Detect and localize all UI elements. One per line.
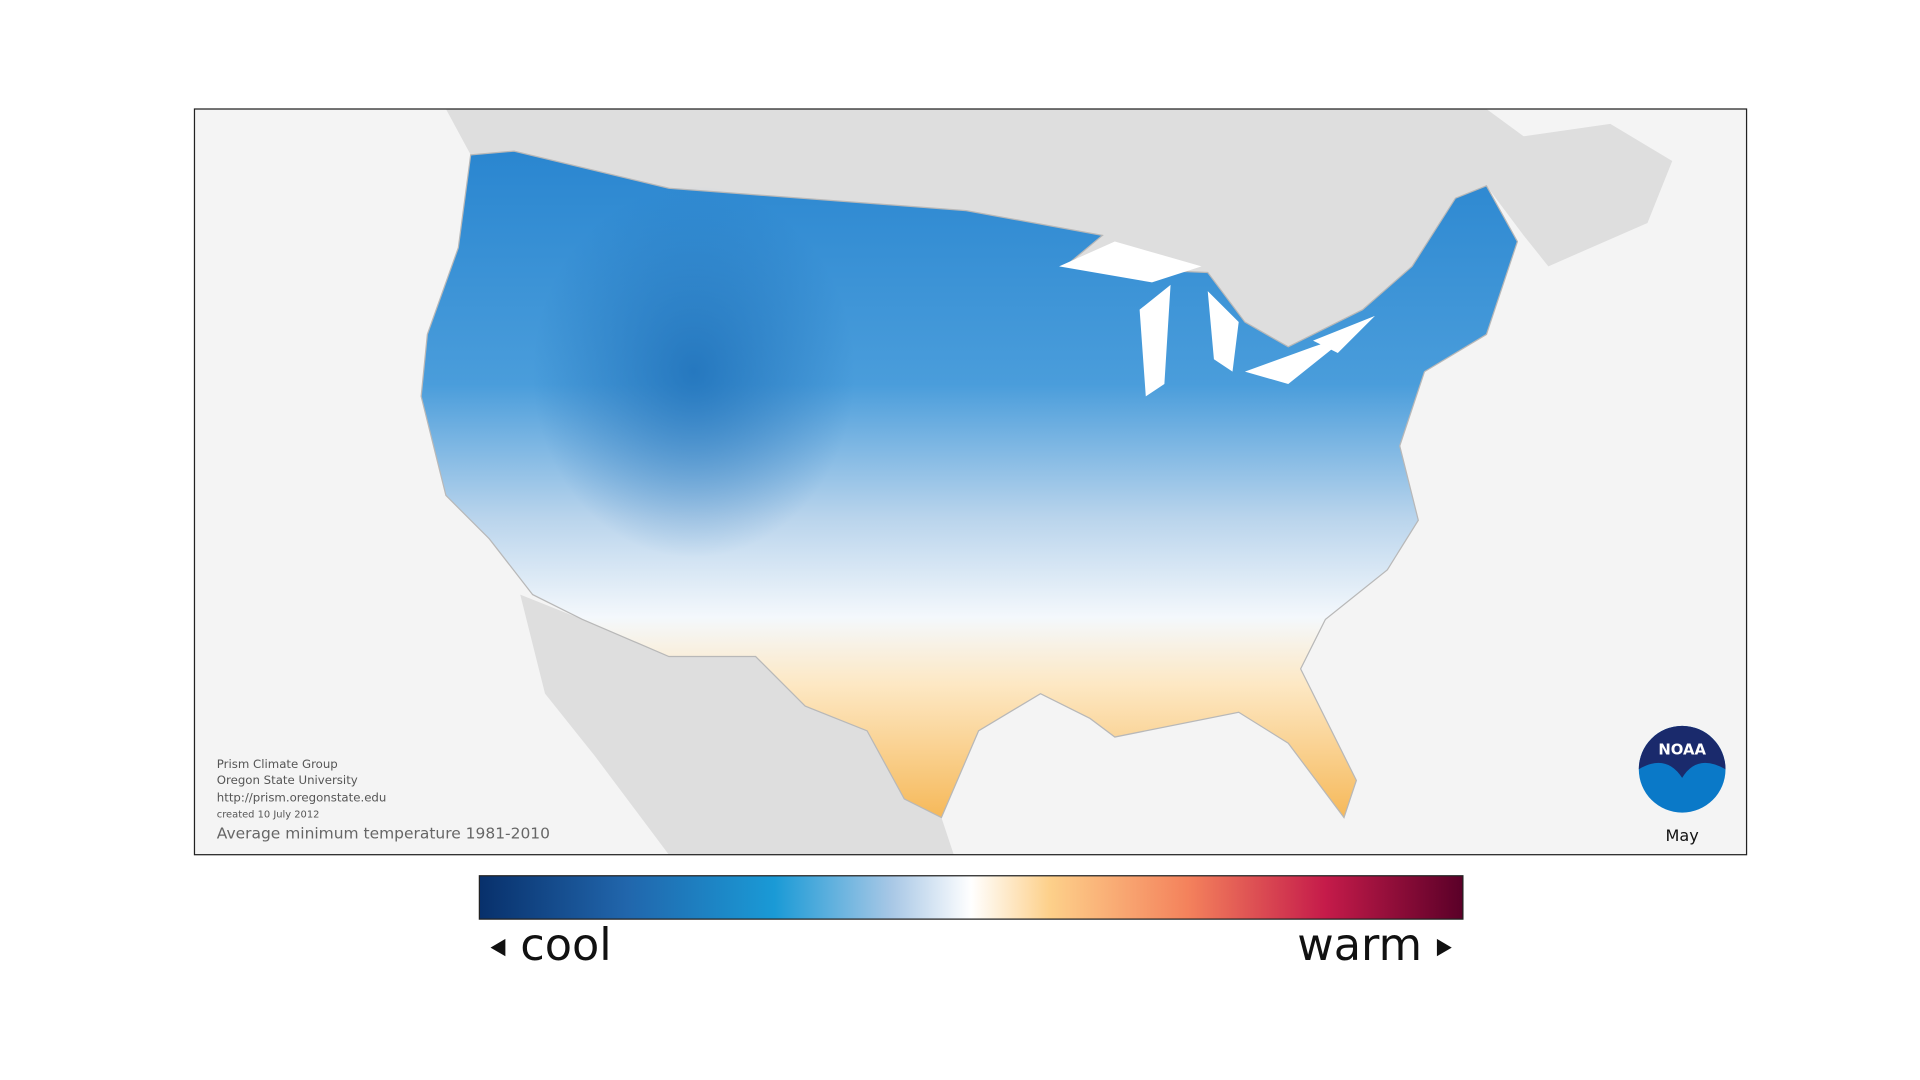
legend-high: warm: [1297, 919, 1422, 971]
arrow-left: [490, 938, 506, 957]
noaa-logo: NOAA: [1638, 725, 1726, 813]
credit: http://prism.oregonstate.edu: [217, 790, 387, 804]
credit: Prism Climate Group: [217, 757, 338, 771]
credit: created 10 July 2012: [217, 810, 320, 821]
map-frame: [193, 108, 1748, 856]
map: Prism Climate Group Oregon State Univers…: [193, 108, 1748, 971]
month-label: May: [1666, 826, 1700, 845]
credit: Oregon State University: [217, 773, 358, 787]
logo-text: NOAA: [1658, 740, 1706, 758]
rockies-shading: [532, 185, 855, 558]
mexico-land: [520, 594, 954, 855]
colorbar: [478, 875, 1464, 920]
legend-low: cool: [520, 919, 611, 971]
arrow-right: [1436, 938, 1452, 957]
canada-land: [445, 109, 1673, 347]
great-lakes: [1059, 241, 1375, 397]
caption: Average minimum temperature 1981-2010: [217, 825, 550, 843]
